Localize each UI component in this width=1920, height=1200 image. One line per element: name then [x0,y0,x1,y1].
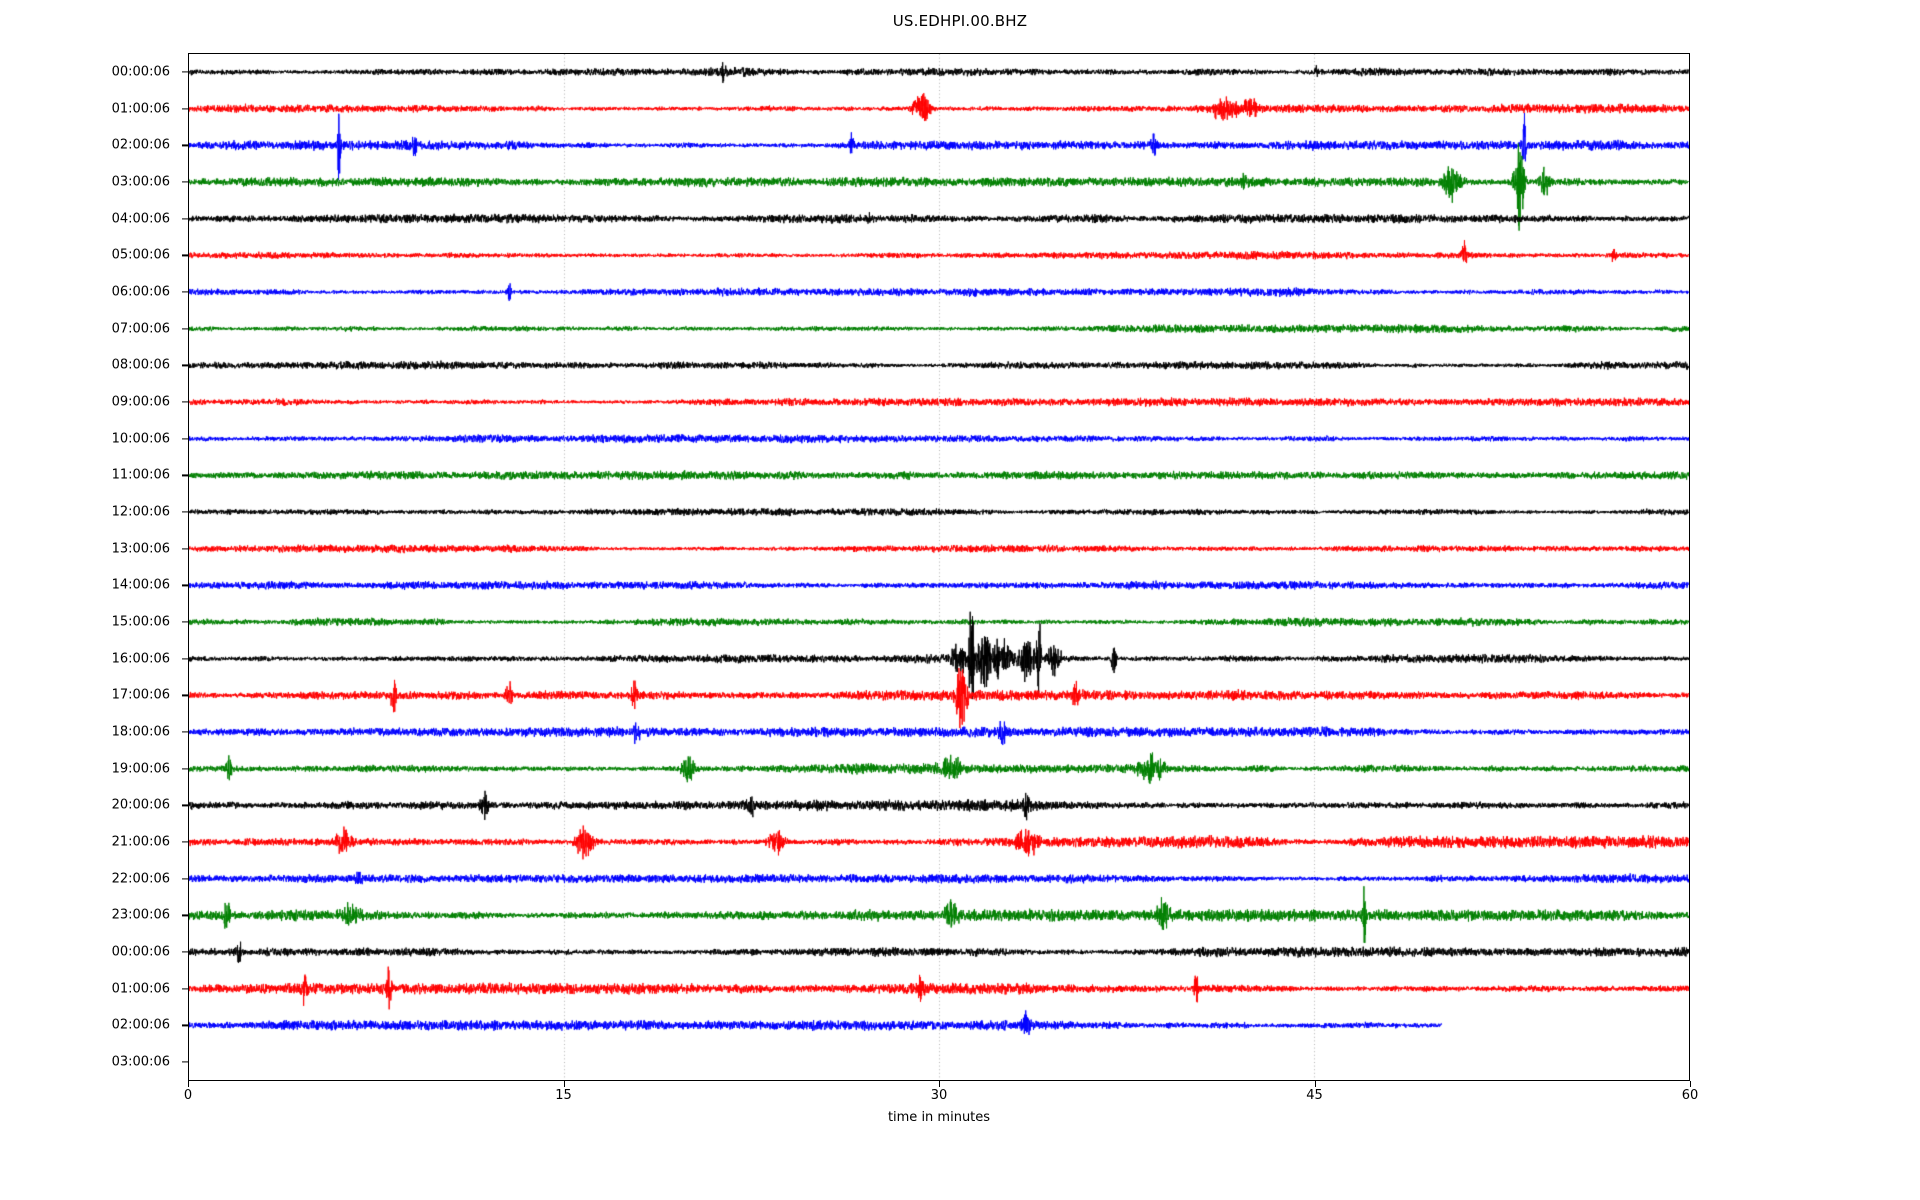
y-axis-tick-label: 18:00:06 [111,724,170,740]
y-axis-tick-label: 20:00:06 [111,797,170,813]
y-axis-tick-label: 03:00:06 [111,1054,170,1070]
y-axis-tick-label: 23:00:06 [111,907,170,923]
y-axis-tick-label: 19:00:06 [111,761,170,777]
y-axis-tick-label: 07:00:06 [111,321,170,337]
x-axis-tick-label: 60 [1681,1088,1699,1103]
y-axis-tick-label: 13:00:06 [111,541,170,557]
x-axis-tick-mark [1690,1081,1692,1087]
y-axis-tick-label: 09:00:06 [111,394,170,410]
x-axis-label: time in minutes [887,1110,991,1125]
x-axis-tick-label: 45 [1306,1088,1323,1103]
y-axis-tick-label: 01:00:06 [111,101,170,117]
y-axis-tick-label: 22:00:06 [111,871,170,887]
y-axis-tick-label: 14:00:06 [111,577,170,593]
y-axis-tick-label: 02:00:06 [111,137,170,153]
y-axis-tick-label: 15:00:06 [111,614,170,630]
y-axis-tick-label: 01:00:06 [111,981,170,997]
y-axis-tick-label: 21:00:06 [111,834,170,850]
y-axis-tick-label: 11:00:06 [111,467,170,483]
y-axis-tick-label: 17:00:06 [111,687,170,703]
x-axis-tick-mark [188,1081,190,1087]
page-title: US.EDHPI.00.BHZ [892,12,1028,30]
y-axis-tick-label: 16:00:06 [111,651,170,667]
plot-axes [188,53,1690,1081]
y-axis-tick-label: 00:00:06 [111,944,170,960]
y-axis-tick-label: 04:00:06 [111,211,170,227]
x-axis-tick-mark [563,1081,565,1087]
x-axis-tick-label: 0 [183,1088,193,1103]
x-axis-tick-label: 15 [555,1088,572,1103]
y-axis-tick-label: 02:00:06 [111,1017,170,1033]
y-axis-tick-label: 03:00:06 [111,174,170,190]
y-axis-tick-label: 10:00:06 [111,431,170,447]
y-axis-tick-label: 05:00:06 [111,247,170,263]
y-axis-tick-label: 12:00:06 [111,504,170,520]
seismogram-traces-canvas [189,54,1689,1080]
x-axis-tick-mark [1314,1081,1316,1087]
y-axis-tick-label: 06:00:06 [111,284,170,300]
x-axis-tick-label: 30 [930,1088,948,1103]
y-axis-tick-label: 00:00:06 [111,64,170,80]
x-axis-tick-mark [939,1081,941,1087]
y-axis-tick-label: 08:00:06 [111,357,170,373]
